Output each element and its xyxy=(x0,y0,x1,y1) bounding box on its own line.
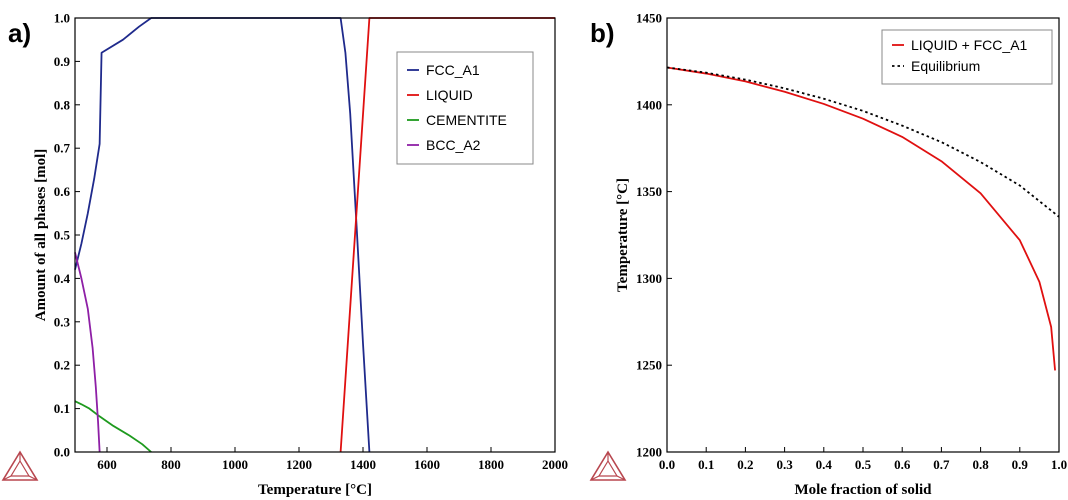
legend-label: BCC_A2 xyxy=(426,137,481,153)
y-tick-label: 0.9 xyxy=(54,54,71,69)
logo-triangle xyxy=(589,450,627,481)
y-tick-label: 0.8 xyxy=(54,97,71,112)
legend-label: CEMENTITE xyxy=(426,112,507,128)
legend-box xyxy=(396,51,534,165)
x-tick-label: 800 xyxy=(161,457,181,472)
y-tick-label: 0.7 xyxy=(54,141,71,156)
logo-spoke xyxy=(28,475,38,481)
legend-label: Equilibrium xyxy=(911,58,980,74)
x-tick-label: 1.0 xyxy=(1051,457,1067,472)
y-axis-title: Temperature [°C] xyxy=(615,178,631,292)
y-tick-label: 0.6 xyxy=(54,184,71,199)
x-tick-label: 600 xyxy=(97,457,117,472)
series-line-fcc-a1 xyxy=(74,17,371,453)
logo-spoke xyxy=(616,475,626,481)
phase-amount-chart: 600 800 1000 1200 1400 1600 1800 2000 0.0 0.1 0.2 0… xyxy=(33,11,568,499)
x-tick-label: 2000 xyxy=(542,457,568,472)
x-tick-label: 0.0 xyxy=(659,457,675,472)
series-line-bcc-a2 xyxy=(74,252,101,453)
x-tick-label: 1600 xyxy=(414,457,440,472)
logo-inner-triangle xyxy=(9,459,31,477)
x-tick-label: 0.7 xyxy=(933,457,950,472)
x-tick-label: 0.2 xyxy=(737,457,753,472)
x-tick-label: 1000 xyxy=(222,457,248,472)
series-line-equilibrium xyxy=(666,66,1060,218)
legend-label: LIQUID xyxy=(426,87,473,103)
x-tick-label: 0.9 xyxy=(1012,457,1029,472)
logo-inner-triangle xyxy=(597,459,619,477)
legend-label: LIQUID + FCC_A1 xyxy=(911,37,1028,53)
panel-b-label: b) xyxy=(590,18,615,48)
x-tick-label: 0.1 xyxy=(698,457,714,472)
x-tick-label: 0.3 xyxy=(776,457,793,472)
x-axis-title: Temperature [°C] xyxy=(258,482,372,498)
logo-spoke xyxy=(2,475,12,481)
x-axis-title: Mole fraction of solid xyxy=(794,482,932,498)
x-tick-label: 1400 xyxy=(350,457,376,472)
solidification-chart: 0.0 0.1 0.2 0.3 0.4 0.5 0.6 0.7 0.8 0.9 1.0 1200 125… xyxy=(615,11,1067,499)
y-tick-label: 1350 xyxy=(636,184,662,199)
x-tick-label: 1800 xyxy=(478,457,504,472)
logo-triangle xyxy=(1,450,39,481)
y-tick-label: 1450 xyxy=(636,11,662,26)
x-tick-label: 1200 xyxy=(286,457,312,472)
y-tick-label: 1.0 xyxy=(54,11,70,26)
y-tick-label: 1200 xyxy=(636,445,662,460)
x-tick-label: 0.6 xyxy=(894,457,911,472)
y-axis-title: Amount of all phases [mol] xyxy=(33,149,49,322)
x-tick-label: 0.4 xyxy=(816,457,833,472)
y-tick-label: 1300 xyxy=(636,271,662,286)
y-tick-label: 1250 xyxy=(636,358,662,373)
x-tick-label: 0.8 xyxy=(972,457,989,472)
series-line-cementite xyxy=(74,400,152,453)
thermo-calc-logo-icon xyxy=(589,450,627,481)
x-tick-label: 0.5 xyxy=(855,457,872,472)
y-tick-label: 1400 xyxy=(636,97,662,112)
y-tick-label: 0.3 xyxy=(54,314,71,329)
logo-spoke xyxy=(590,475,600,481)
y-tick-label: 0.2 xyxy=(54,358,70,373)
panel-a-label: a) xyxy=(8,18,31,48)
y-tick-label: 0.5 xyxy=(54,228,71,243)
y-tick-label: 0.4 xyxy=(54,271,71,286)
series-line-liquid-fcc-a1 xyxy=(666,66,1056,371)
legend-label: FCC_A1 xyxy=(426,62,480,78)
y-tick-label: 0.1 xyxy=(54,401,70,416)
legend-box xyxy=(881,29,1053,85)
y-tick-label: 0.0 xyxy=(54,445,70,460)
thermo-calc-logo-icon xyxy=(1,450,39,481)
